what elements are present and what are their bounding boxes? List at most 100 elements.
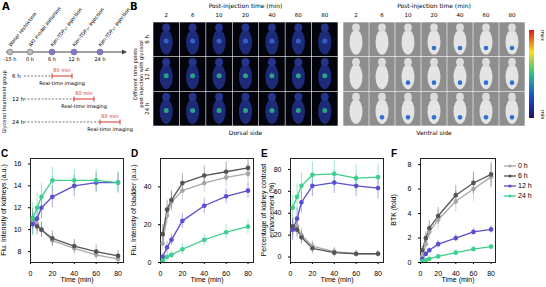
svg-text:Ventral side: Ventral side (416, 129, 452, 136)
svg-text:AKI model initiation: AKI model initiation (27, 5, 62, 48)
html-text:Flu. Intensity of bladder (a.u: Flu. Intensity of bladder (a.u.) (130, 164, 137, 256)
svg-text:40: 40 (144, 183, 152, 190)
svg-text:12 h: 12 h (144, 67, 150, 80)
svg-text:A: A (2, 1, 10, 12)
svg-text:8: 8 (18, 248, 22, 255)
svg-text:Real-time imaging: Real-time imaging (61, 103, 107, 110)
svg-text:20: 20 (274, 231, 282, 238)
svg-text:0: 0 (289, 270, 293, 277)
svg-text:40: 40 (451, 270, 460, 278)
html-text:E: E (261, 148, 268, 159)
svg-text:2: 2 (164, 12, 168, 18)
html-text:0 h: 0 h (518, 162, 528, 169)
svg-text:0: 0 (159, 270, 163, 277)
svg-text:80 min: 80 min (75, 90, 92, 96)
svg-text:60: 60 (222, 270, 230, 278)
svg-text:2: 2 (354, 12, 358, 18)
svg-text:20: 20 (178, 270, 186, 277)
svg-text:6: 6 (408, 185, 412, 192)
svg-text:Kim-TDF₁₇ injection: Kim-TDF₁₇ injection (71, 6, 106, 48)
svg-text:Kim-TDF₁₇ injection: Kim-TDF₁₇ injection (97, 6, 132, 48)
svg-text:post-injection with glycerol: post-injection with glycerol (138, 40, 145, 107)
svg-text:12 h: 12 h (68, 56, 79, 62)
svg-text:8: 8 (408, 161, 412, 168)
svg-text:20: 20 (431, 12, 438, 18)
svg-text:6: 6 (380, 12, 384, 18)
svg-text:80: 80 (374, 270, 382, 277)
html-text:D: D (131, 148, 139, 159)
svg-text:20: 20 (48, 270, 56, 277)
svg-text:20: 20 (242, 12, 249, 18)
svg-text:10: 10 (216, 12, 223, 18)
svg-text:12: 12 (14, 204, 22, 211)
svg-text:0: 0 (29, 270, 33, 277)
svg-text:Post-injection time (min): Post-injection time (min) (397, 2, 471, 10)
svg-text:24 h: 24 h (94, 56, 105, 62)
svg-text:10: 10 (405, 12, 412, 18)
svg-text:60: 60 (352, 270, 360, 278)
svg-text:Dorsal side: Dorsal side (229, 129, 263, 136)
svg-text:Water restriction: Water restriction (7, 11, 38, 48)
svg-text:Time (min): Time (min) (441, 276, 474, 284)
svg-text:Time (min): Time (min) (320, 276, 353, 284)
svg-text:60: 60 (483, 12, 490, 18)
svg-text:80: 80 (274, 166, 282, 173)
svg-text:0 h: 0 h (26, 56, 34, 62)
svg-text:40: 40 (274, 209, 282, 216)
html-text:BTK (fold): BTK (fold) (390, 194, 397, 226)
svg-text:max: max (540, 30, 546, 41)
html-text:Flu. Intensity of kidneys (a.u: Flu. Intensity of kidneys (a.u.) (0, 164, 7, 256)
svg-text:80: 80 (114, 270, 122, 277)
html-text:24 h: 24 h (518, 192, 532, 199)
svg-text:10: 10 (14, 226, 22, 233)
svg-text:0: 0 (278, 253, 282, 260)
svg-text:B: B (130, 1, 138, 12)
svg-text:6 h: 6 h (144, 34, 150, 43)
svg-text:80: 80 (321, 12, 328, 18)
svg-text:60: 60 (295, 12, 302, 18)
svg-text:0: 0 (408, 259, 412, 266)
html-text:F: F (391, 148, 398, 159)
svg-text:0: 0 (419, 270, 423, 277)
svg-text:40: 40 (457, 12, 464, 18)
svg-text:40: 40 (70, 270, 79, 278)
svg-text:2: 2 (408, 234, 412, 241)
svg-text:40: 40 (200, 270, 209, 278)
svg-text:Real-time imaging: Real-time imaging (39, 80, 85, 87)
svg-text:16: 16 (14, 160, 22, 167)
svg-text:24 h: 24 h (144, 102, 150, 115)
svg-text:20: 20 (434, 270, 442, 278)
svg-text:6: 6 (191, 12, 195, 18)
svg-text:4: 4 (408, 210, 412, 217)
svg-text:0: 0 (148, 259, 152, 266)
svg-text:6 h: 6 h (48, 56, 56, 62)
svg-text:60: 60 (92, 270, 100, 278)
svg-text:14: 14 (14, 182, 22, 189)
svg-text:Real-time imaging: Real-time imaging (87, 126, 133, 133)
html-text:6 h: 6 h (518, 172, 528, 179)
svg-text:80 min: 80 min (53, 67, 70, 73)
html-text:12 h: 12 h (518, 182, 532, 189)
svg-text:24 h: 24 h (12, 119, 25, 125)
svg-text:Time (min): Time (min) (60, 276, 93, 284)
svg-text:80: 80 (509, 12, 516, 18)
html-text:Percentage of kidney contrast: Percentage of kidney contrast enhancemen… (260, 163, 275, 257)
svg-text:80: 80 (244, 270, 252, 277)
svg-text:40: 40 (330, 270, 339, 278)
svg-text:20: 20 (308, 270, 316, 277)
html-text:C: C (1, 148, 9, 159)
svg-text:20: 20 (144, 221, 152, 228)
svg-text:6 h: 6 h (12, 73, 21, 79)
svg-text:Kim-TDF₁₇ injection: Kim-TDF₁₇ injection (49, 6, 84, 48)
svg-text:min: min (540, 110, 546, 119)
svg-text:60: 60 (274, 188, 282, 195)
svg-text:Time (min): Time (min) (190, 276, 223, 284)
svg-text:80 min: 80 min (101, 113, 118, 119)
svg-text:-15 h: -15 h (4, 56, 17, 62)
svg-text:Glycerol treatment group: Glycerol treatment group (1, 70, 8, 133)
svg-text:Post-injection time (min): Post-injection time (min) (209, 2, 283, 10)
svg-text:60: 60 (469, 270, 478, 278)
svg-text:12 h: 12 h (12, 96, 25, 102)
svg-text:40: 40 (268, 12, 275, 18)
svg-text:80: 80 (487, 270, 495, 277)
